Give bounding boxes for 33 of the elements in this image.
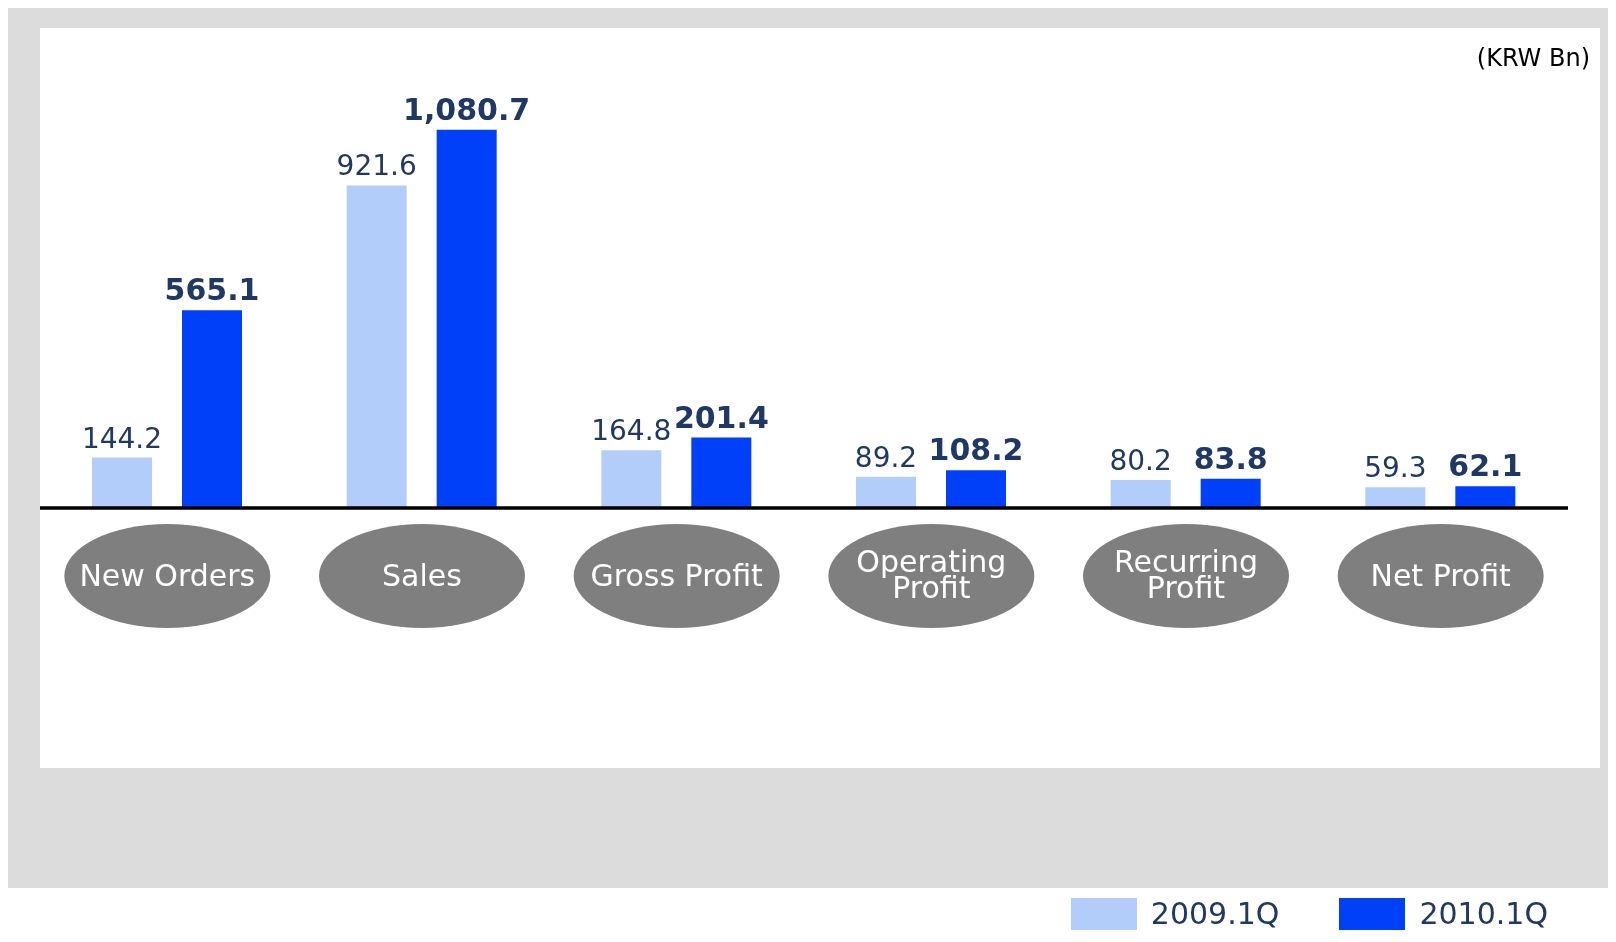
bar xyxy=(1110,479,1171,508)
data-label: 108.2 xyxy=(928,432,1024,468)
bar xyxy=(92,457,152,508)
data-label: 80.2 xyxy=(1109,443,1172,477)
data-label: 144.2 xyxy=(81,421,163,455)
bar xyxy=(601,450,662,508)
data-label: 921.6 xyxy=(336,149,417,183)
bar xyxy=(946,470,1006,508)
x-tick-label: Recurring Profit xyxy=(1114,544,1258,605)
bar xyxy=(691,437,752,508)
data-label: 565.1 xyxy=(164,272,260,308)
x-tick-label: Net Profit xyxy=(1370,558,1512,593)
data-label: 201.4 xyxy=(673,399,769,435)
data-label: 164.8 xyxy=(591,414,672,448)
bar xyxy=(1455,486,1516,508)
data-label: 83.8 xyxy=(1193,440,1268,476)
data-label: 89.2 xyxy=(854,440,918,474)
legend-label: 2009.1Q xyxy=(1150,896,1280,931)
x-tick-label: New Orders xyxy=(79,558,256,593)
text: (KRW Bn) xyxy=(1476,44,1590,72)
bar xyxy=(1365,487,1426,508)
bar xyxy=(436,129,497,508)
data-label: 62.1 xyxy=(1448,448,1523,484)
x-tick-label: Operating Profit xyxy=(856,544,1007,605)
bar xyxy=(346,185,407,508)
legend-label: 2010.1Q xyxy=(1419,896,1548,931)
x-tick-label: Gross Profit xyxy=(590,558,764,593)
bar xyxy=(182,310,242,508)
data-label: 1,080.7 xyxy=(403,91,531,127)
x-tick-label: Sales xyxy=(382,558,462,593)
data-label: 59.3 xyxy=(1364,451,1427,485)
bar xyxy=(1200,478,1261,508)
bar xyxy=(856,476,916,508)
